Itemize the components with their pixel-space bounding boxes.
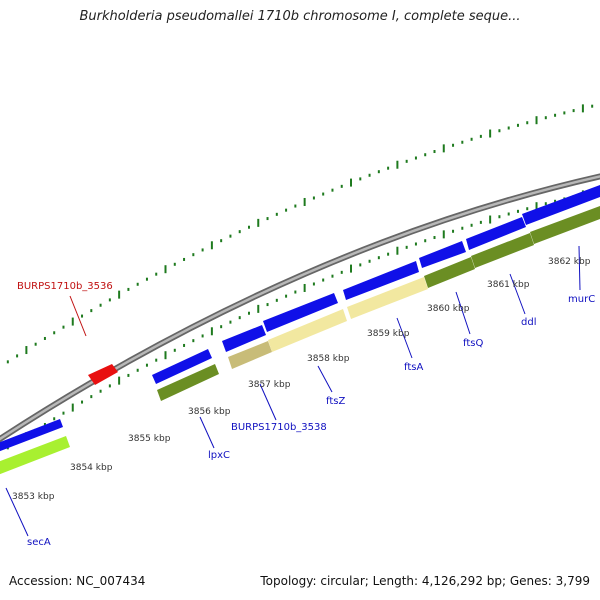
feature-ftsA-yellow[interactable] (347, 277, 428, 319)
cds-lpxC[interactable] (152, 349, 212, 384)
feature-ftsQ-dark[interactable] (424, 257, 475, 288)
feature-murC-dark[interactable] (530, 206, 600, 244)
leader-lpxC (199, 416, 215, 449)
cds-3536-highlight[interactable] (88, 364, 118, 385)
ruler-label: 3861 kbp (487, 280, 530, 290)
ruler-label: 3862 kbp (548, 257, 591, 267)
ruler-label: 3856 kbp (188, 407, 231, 417)
feature-ftsZ-yellow[interactable] (268, 309, 347, 352)
feature-3538-tan[interactable] (228, 341, 272, 369)
feature-ddl-dark[interactable] (471, 233, 534, 268)
cds-ftsA[interactable] (343, 261, 419, 300)
ruler-labels: 3853 kbp 3854 kbp 3855 kbp 3856 kbp 3857… (12, 257, 591, 502)
leader-3538 (259, 383, 277, 421)
leader-3536 (69, 295, 87, 337)
leader-ddl (509, 273, 526, 315)
backbone-inner (0, 175, 600, 441)
gene-label: ftsQ (463, 338, 483, 349)
gene-label: lpxC (208, 450, 230, 461)
leader-secA (5, 487, 29, 537)
gene-label: ftsA (404, 362, 423, 373)
gene-label: murC (568, 294, 595, 305)
ruler-label: 3858 kbp (307, 354, 350, 364)
cds-ftsQ[interactable] (419, 241, 466, 268)
feature-lpxC-dark[interactable] (157, 364, 219, 401)
leader-ftsA (396, 317, 413, 359)
leader-ftsQ (455, 291, 471, 335)
cds-ftsZ[interactable] (263, 293, 338, 332)
gene-label: ftsZ (326, 396, 345, 407)
ruler-label: 3854 kbp (70, 463, 113, 473)
cds-murC[interactable] (522, 185, 600, 225)
gene-label: secA (27, 537, 51, 548)
ruler-label: 3853 kbp (12, 492, 55, 502)
accession-text: Accession: NC_007434 (9, 574, 146, 588)
ruler-label: 3860 kbp (427, 304, 470, 314)
ruler-label: 3855 kbp (128, 434, 171, 444)
feature-secA-light[interactable] (0, 436, 70, 478)
leader-ftsZ (317, 365, 333, 393)
ruler-label: 3859 kbp (367, 329, 410, 339)
cds-3538[interactable] (222, 325, 266, 352)
tick-marks (6, 104, 594, 450)
gene-label: BURPS1710b_3538 (231, 422, 327, 433)
map-title: Burkholderia pseudomallei 1710b chromoso… (79, 9, 521, 24)
ruler-label: 3857 kbp (248, 380, 291, 390)
gene-labels: secA lpxC BURPS1710b_3538 ftsZ ftsA ftsQ… (17, 281, 595, 548)
cds-secA[interactable] (0, 419, 63, 455)
gene-label-highlight: BURPS1710b_3536 (17, 281, 113, 292)
leader-murC (578, 245, 581, 291)
gene-label: ddl (521, 317, 536, 328)
label-lines (5, 245, 581, 537)
feature-track[interactable] (0, 185, 600, 478)
summary-text: Topology: circular; Length: 4,126,292 bp… (260, 574, 590, 588)
cds-ddl[interactable] (466, 217, 526, 250)
